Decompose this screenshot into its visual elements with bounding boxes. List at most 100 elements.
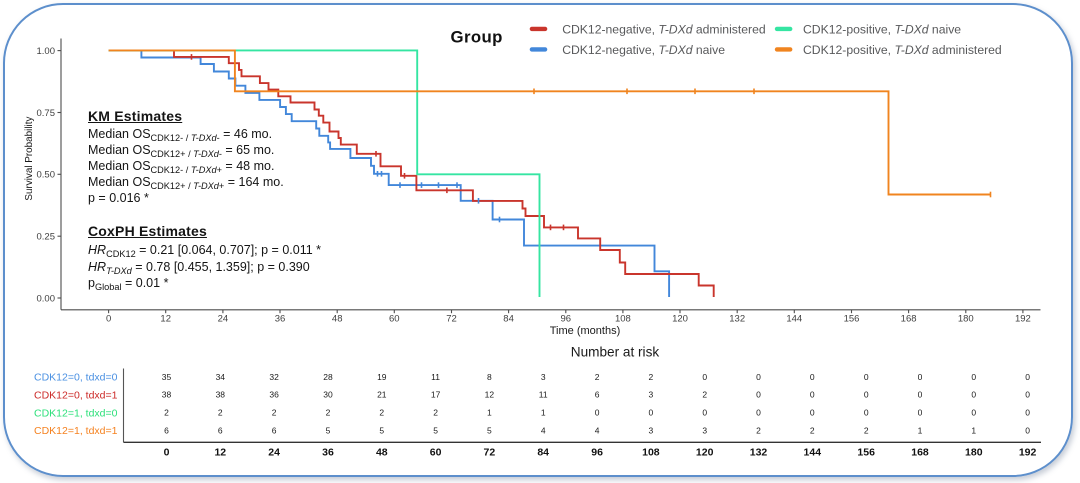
svg-text:Time (months): Time (months) (550, 325, 621, 337)
svg-text:21: 21 (377, 390, 387, 400)
svg-text:2: 2 (326, 408, 331, 418)
svg-text:96: 96 (561, 314, 572, 325)
svg-text:28: 28 (323, 372, 333, 382)
svg-text:132: 132 (750, 446, 768, 458)
svg-text:17: 17 (431, 390, 441, 400)
svg-text:144: 144 (786, 314, 802, 325)
svg-text:1: 1 (487, 408, 492, 418)
svg-text:0: 0 (971, 390, 976, 400)
svg-text:0: 0 (756, 408, 761, 418)
svg-text:0: 0 (1025, 372, 1030, 382)
svg-text:CDK12=1, tdxd=0: CDK12=1, tdxd=0 (34, 407, 118, 419)
svg-text:5: 5 (326, 426, 331, 436)
svg-text:1.00: 1.00 (37, 46, 56, 57)
svg-text:144: 144 (804, 446, 822, 458)
svg-text:108: 108 (615, 314, 631, 325)
svg-text:5: 5 (379, 426, 384, 436)
svg-text:0: 0 (810, 372, 815, 382)
svg-text:0.75: 0.75 (37, 108, 56, 119)
svg-text:CDK12-negative, T-DXd naive: CDK12-negative, T-DXd naive (562, 43, 725, 57)
svg-text:12: 12 (214, 446, 226, 458)
svg-text:35: 35 (162, 372, 172, 382)
svg-text:0: 0 (810, 390, 815, 400)
svg-text:CDK12=0, tdxd=1: CDK12=0, tdxd=1 (34, 389, 118, 401)
svg-text:0: 0 (649, 408, 654, 418)
svg-text:180: 180 (965, 446, 983, 458)
svg-text:38: 38 (216, 390, 226, 400)
svg-text:2: 2 (649, 372, 654, 382)
svg-text:0: 0 (1025, 426, 1030, 436)
svg-text:0: 0 (864, 390, 869, 400)
svg-text:2: 2 (272, 408, 277, 418)
svg-text:6: 6 (272, 426, 277, 436)
svg-text:11: 11 (431, 372, 440, 382)
svg-text:30: 30 (323, 390, 333, 400)
svg-text:48: 48 (332, 314, 343, 325)
svg-text:0: 0 (702, 408, 707, 418)
svg-text:2: 2 (810, 426, 815, 436)
svg-text:24: 24 (218, 314, 229, 325)
svg-text:2: 2 (379, 408, 384, 418)
svg-text:Number at risk: Number at risk (571, 345, 660, 360)
svg-text:24: 24 (268, 446, 280, 458)
svg-text:180: 180 (958, 314, 974, 325)
svg-text:0: 0 (864, 408, 869, 418)
svg-text:11: 11 (539, 390, 548, 400)
svg-text:6: 6 (164, 426, 169, 436)
svg-text:2: 2 (218, 408, 223, 418)
svg-text:0: 0 (918, 390, 923, 400)
svg-text:CDK12=0, tdxd=0: CDK12=0, tdxd=0 (34, 372, 118, 384)
svg-text:168: 168 (911, 446, 929, 458)
svg-text:120: 120 (672, 314, 688, 325)
svg-text:12: 12 (160, 314, 171, 325)
svg-text:3: 3 (541, 372, 546, 382)
svg-text:72: 72 (484, 446, 496, 458)
svg-text:2: 2 (433, 408, 438, 418)
svg-text:0: 0 (1025, 390, 1030, 400)
svg-text:0: 0 (810, 408, 815, 418)
svg-text:0.25: 0.25 (37, 232, 56, 243)
svg-text:CDK12-positive, T-DXd administ: CDK12-positive, T-DXd administered (803, 43, 1002, 57)
svg-text:0.00: 0.00 (37, 293, 56, 304)
svg-text:0: 0 (971, 372, 976, 382)
svg-text:60: 60 (430, 446, 442, 458)
svg-text:4: 4 (595, 426, 600, 436)
svg-text:0: 0 (1025, 408, 1030, 418)
svg-text:CDK12=1, tdxd=1: CDK12=1, tdxd=1 (34, 425, 118, 437)
svg-text:4: 4 (541, 426, 546, 436)
svg-text:2: 2 (702, 390, 707, 400)
svg-text:3: 3 (649, 390, 654, 400)
svg-text:3: 3 (649, 426, 654, 436)
svg-text:84: 84 (503, 314, 514, 325)
svg-text:38: 38 (162, 390, 172, 400)
svg-text:72: 72 (446, 314, 457, 325)
svg-text:156: 156 (844, 314, 860, 325)
svg-text:6: 6 (218, 426, 223, 436)
svg-text:32: 32 (269, 372, 279, 382)
svg-text:156: 156 (857, 446, 875, 458)
svg-text:Group: Group (451, 27, 503, 46)
svg-text:60: 60 (389, 314, 400, 325)
svg-text:19: 19 (377, 372, 387, 382)
svg-text:1: 1 (541, 408, 546, 418)
svg-text:2: 2 (756, 426, 761, 436)
svg-text:1: 1 (918, 426, 923, 436)
svg-text:12: 12 (485, 390, 495, 400)
svg-text:2: 2 (864, 426, 869, 436)
svg-text:0: 0 (918, 372, 923, 382)
svg-text:36: 36 (275, 314, 286, 325)
svg-text:34: 34 (216, 372, 226, 382)
svg-text:192: 192 (1015, 314, 1031, 325)
svg-text:CDK12-positive, T-DXd naive: CDK12-positive, T-DXd naive (803, 22, 961, 36)
svg-text:36: 36 (322, 446, 334, 458)
svg-text:0: 0 (756, 390, 761, 400)
svg-text:0.50: 0.50 (37, 170, 56, 181)
svg-text:0: 0 (971, 408, 976, 418)
svg-text:1: 1 (971, 426, 976, 436)
svg-text:120: 120 (696, 446, 714, 458)
svg-text:0: 0 (864, 372, 869, 382)
svg-text:CDK12-negative, T-DXd administ: CDK12-negative, T-DXd administered (562, 22, 765, 36)
svg-text:168: 168 (901, 314, 917, 325)
svg-text:0: 0 (164, 446, 170, 458)
svg-text:6: 6 (595, 390, 600, 400)
